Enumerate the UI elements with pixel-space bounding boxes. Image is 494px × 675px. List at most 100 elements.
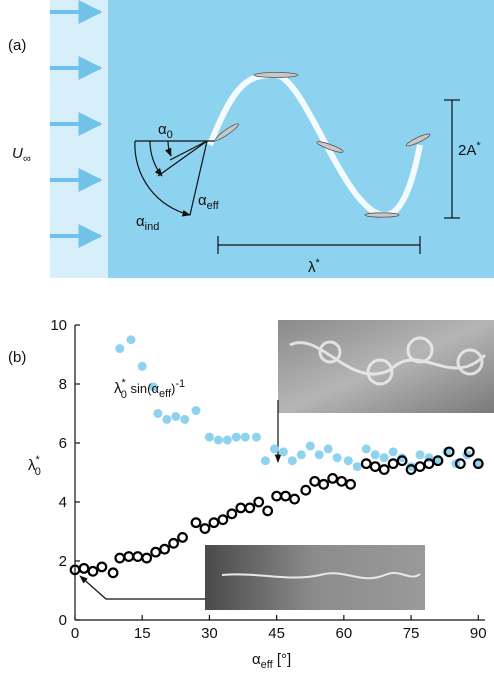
- sub: ind: [145, 221, 160, 233]
- data-point: [361, 444, 371, 454]
- x-tick-label: 0: [71, 625, 79, 642]
- sub: 0: [121, 389, 127, 401]
- base: λ: [28, 457, 36, 474]
- data-point: [269, 444, 279, 454]
- data-point: [240, 432, 250, 442]
- data-point: [472, 458, 484, 470]
- data-point: [190, 517, 202, 529]
- sub: ∞: [23, 153, 31, 165]
- y-tick-label: 8: [59, 376, 67, 393]
- data-point: [251, 432, 261, 442]
- data-point: [204, 432, 214, 442]
- sub: 0: [167, 129, 173, 141]
- data-point: [352, 462, 362, 472]
- x-tick-label: 90: [470, 625, 487, 642]
- exp: -1: [175, 378, 185, 390]
- data-point: [473, 459, 483, 469]
- angle-construction: [134, 140, 215, 217]
- data-point: [379, 453, 389, 463]
- data-point: [137, 361, 147, 371]
- alphaeff-label: αeff: [198, 192, 220, 212]
- y-tick-label: 10: [50, 317, 67, 334]
- x-tick-label: 45: [268, 625, 285, 642]
- y-axis-label: λ* 0: [28, 454, 41, 478]
- photo-arrows: [79, 400, 282, 600]
- axes: 0 2 4 6 8 10 0 15 30 45 60 75 90: [50, 317, 486, 642]
- sup: *: [36, 454, 41, 466]
- x-tick-label: 75: [403, 625, 420, 642]
- data-point: [415, 450, 425, 460]
- data-point: [123, 551, 135, 562]
- data-point: [231, 432, 241, 442]
- base: α: [136, 213, 145, 230]
- data-point: [405, 464, 417, 475]
- data-point: [180, 414, 190, 424]
- data-point: [217, 514, 229, 526]
- sup: *: [476, 140, 481, 152]
- close: ): [171, 381, 175, 396]
- data-point: [159, 543, 171, 555]
- sub: eff: [261, 659, 274, 670]
- data-point: [115, 344, 125, 354]
- data-point: [360, 458, 372, 470]
- data-point: [222, 435, 232, 445]
- flow-field: [50, 0, 494, 278]
- data-point: [343, 456, 353, 466]
- data-point: [309, 475, 321, 487]
- x-tick-label: 30: [201, 625, 218, 642]
- base: α: [252, 651, 261, 668]
- data-point: [244, 502, 256, 514]
- data-point: [432, 455, 444, 467]
- base: λ: [114, 380, 122, 397]
- data-point: [141, 552, 153, 564]
- data-point: [423, 458, 435, 470]
- y-tick-label: 4: [59, 494, 67, 511]
- data-point: [463, 446, 475, 458]
- x-axis-label: αeff [°]: [252, 651, 291, 670]
- y-tick-label: 0: [59, 612, 67, 629]
- wavelength-label: λ*: [308, 257, 321, 276]
- data-point: [278, 447, 288, 457]
- data-point: [369, 461, 381, 473]
- data-point: [332, 453, 342, 463]
- wake-photo-bottom: [205, 545, 425, 610]
- data-point: [397, 453, 407, 463]
- panel-a: (a) U∞ α0 αeff αind 2A* λ*: [8, 0, 494, 278]
- data-point: [305, 441, 315, 451]
- wake-photo-top: [278, 320, 494, 413]
- data-point: [271, 490, 283, 502]
- alphaind-label: αind: [136, 213, 159, 233]
- data-point: [443, 446, 455, 458]
- x-tick-label: 60: [336, 625, 353, 642]
- data-point: [253, 496, 265, 508]
- data-point: [289, 493, 300, 505]
- inflow-arrows: [50, 0, 103, 248]
- data-point: [327, 473, 339, 484]
- data-point: [287, 456, 297, 466]
- dimension-lines: [217, 99, 460, 254]
- data-point: [323, 444, 333, 454]
- data-point: [378, 464, 390, 475]
- data-point: [226, 508, 238, 520]
- freestream-label: U∞: [12, 145, 31, 165]
- data-point: [454, 458, 466, 470]
- arg-sub: eff: [159, 388, 172, 400]
- data-point: [153, 409, 163, 418]
- foil-path: [207, 71, 423, 219]
- data-point: [208, 517, 220, 529]
- sup: *: [122, 377, 127, 389]
- data-point: [126, 335, 136, 345]
- base: α: [158, 121, 167, 138]
- data-point: [213, 435, 223, 445]
- base: α: [198, 192, 207, 209]
- data-point: [199, 523, 211, 534]
- data-point: [370, 450, 380, 460]
- data-point: [162, 414, 172, 424]
- data-point: [168, 537, 179, 549]
- data-point: [132, 551, 144, 562]
- unit: [°]: [273, 651, 292, 668]
- x-tick-label: 15: [134, 625, 151, 642]
- data-point: [345, 478, 356, 490]
- data-point: [260, 456, 270, 466]
